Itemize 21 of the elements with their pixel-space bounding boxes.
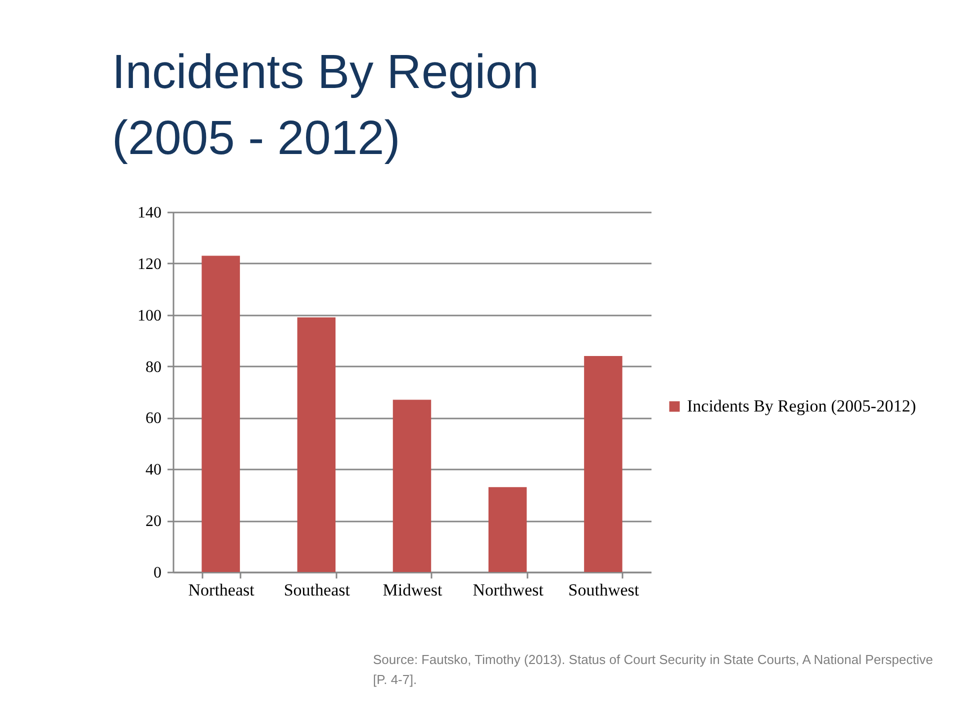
y-tick-label: 20	[146, 513, 162, 530]
y-tick-label: 140	[138, 204, 162, 222]
y-tick-label: 60	[146, 410, 162, 428]
x-tick-label: Southwest	[568, 580, 640, 600]
bar	[202, 256, 240, 572]
x-tick-label: Northeast	[188, 580, 255, 600]
x-tick-label: Midwest	[382, 580, 443, 600]
chart-title: Incidents By Region (2005 - 2012)	[112, 46, 539, 165]
x-tick-label: Northwest	[472, 580, 544, 600]
y-tick-label: 0	[154, 564, 162, 582]
y-tick-label: 100	[138, 307, 162, 324]
y-tick-label: 80	[146, 358, 162, 376]
source-note: Source: Fautsko, Timothy (2013). Status of Court Security in State Courts, A National Perspective [P. 4-7].	[373, 652, 933, 687]
bar	[584, 356, 622, 572]
legend-label: Incidents By Region (2005-2012)	[687, 396, 916, 416]
y-tick-label: 40	[146, 462, 162, 479]
bar	[488, 487, 527, 572]
x-tick-label: Southeast	[284, 580, 350, 600]
bar	[392, 400, 432, 572]
bar	[297, 317, 336, 572]
y-tick-label: 120	[138, 256, 162, 273]
